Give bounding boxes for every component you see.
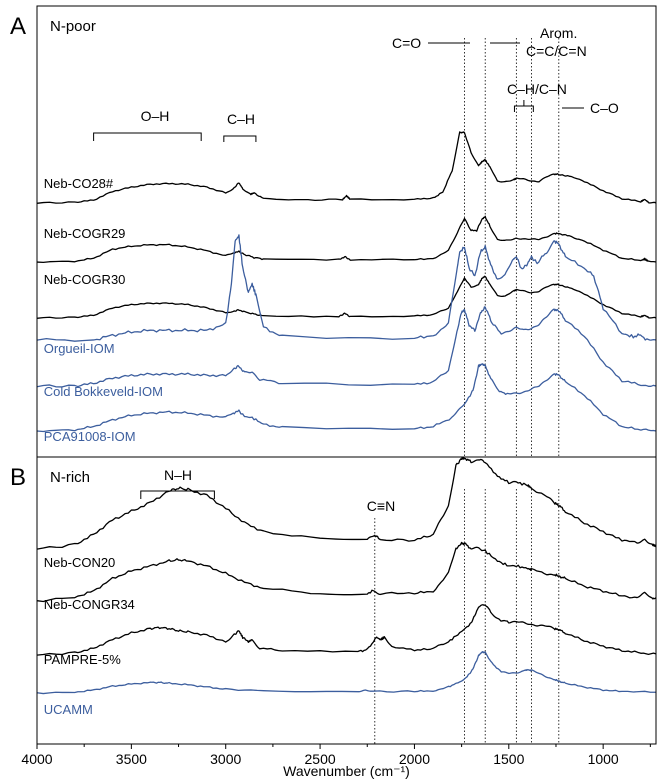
frame-layer: [36, 5, 657, 749]
band-label-nh: N–H: [164, 467, 192, 483]
series-line-cold-bokkeveld-iom: [36, 306, 657, 388]
panel-letter-b: B: [10, 464, 26, 491]
band-label-ch-cn: C–H/C–N: [507, 81, 567, 97]
series-line-ucamm: [36, 651, 657, 695]
bracket-ch-cn: [513, 105, 534, 112]
series-label-cold-bokkeveld-iom: Cold Bokkeveld-IOM: [44, 384, 163, 399]
band-label-cn-triple: C≡N: [367, 498, 395, 514]
panel-title-a: N-poor: [50, 18, 96, 35]
panel-title-b: N-rich: [50, 469, 90, 486]
series-line-neb-con20: [36, 457, 657, 550]
series-line-neb-cogr29: [36, 215, 657, 264]
series-line-neb-cogr30: [36, 275, 657, 319]
series-line-orgueil-iom: [36, 234, 657, 342]
x-tick-label-2000: 2000: [399, 751, 430, 767]
annotations-layer: Neb-CO28# Neb-COGR29 Neb-COGR30 Orgueil-IOM…: [10, 13, 619, 779]
series-line-pampre-5-: [36, 604, 657, 656]
band-label-arom-1: Arom.: [540, 25, 577, 41]
x-tick-label-3000: 3000: [210, 751, 241, 767]
series-label-neb-con20: Neb-CON20: [44, 555, 116, 570]
series-label-neb-congr34: Neb-CONGR34: [44, 597, 135, 612]
panel-frame-b: [36, 456, 657, 745]
x-tick-label-4000: 4000: [21, 751, 52, 767]
series-label-neb-cogr29: Neb-COGR29: [44, 226, 126, 241]
bracket-ch: [223, 135, 257, 142]
band-label-ch: C–H: [227, 111, 255, 127]
series-label-neb-co28-: Neb-CO28#: [44, 176, 114, 191]
reference-lines-layer: [374, 38, 560, 744]
panel-letter-a: A: [10, 13, 26, 40]
series-label-ucamm: UCAMM: [44, 702, 93, 717]
series-line-pca91008-iom: [36, 363, 657, 433]
series-layer: [36, 131, 657, 695]
series-label-orgueil-iom: Orgueil-IOM: [44, 341, 115, 356]
band-label-co-single: C–O: [590, 100, 619, 116]
bracket-nh: [140, 490, 215, 499]
x-tick-label-1500: 1500: [493, 751, 524, 767]
x-tick-label-2500: 2500: [305, 751, 336, 767]
band-label-oh: O–H: [141, 108, 170, 124]
series-label-neb-cogr30: Neb-COGR30: [44, 272, 126, 287]
band-label-arom-2: C=C/C=N: [526, 43, 587, 59]
series-label-pca91008-iom: PCA91008-IOM: [44, 429, 136, 444]
x-tick-label-3500: 3500: [116, 751, 147, 767]
x-tick-label-1000: 1000: [588, 751, 619, 767]
band-label-co-double: C=O: [392, 35, 421, 51]
series-line-neb-congr34: [36, 541, 657, 603]
series-line-neb-co28-: [36, 131, 657, 204]
series-label-pampre-5-: PAMPRE-5%: [44, 652, 121, 667]
bracket-oh: [93, 132, 202, 141]
x-axis-label: Wavenumber (cm⁻¹): [283, 763, 410, 779]
